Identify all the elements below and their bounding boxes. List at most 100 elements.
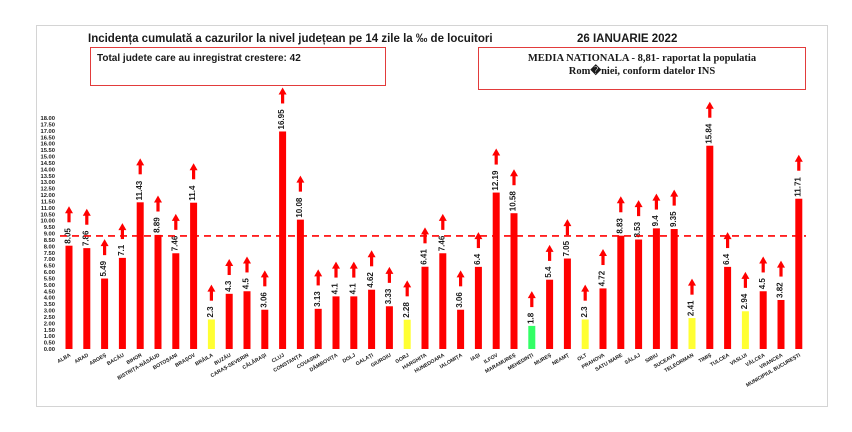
trend-arrow-up-icon xyxy=(759,256,768,273)
data-label: 6.4 xyxy=(722,253,731,265)
bar xyxy=(65,245,73,349)
data-label: 16.95 xyxy=(277,109,286,130)
bar xyxy=(795,198,803,349)
category-label: BACĂU xyxy=(106,352,126,368)
data-label: 7.05 xyxy=(562,240,571,256)
bar xyxy=(154,234,162,349)
y-tick-label: 16.50 xyxy=(40,135,55,141)
y-tick-label: 17.50 xyxy=(40,122,55,128)
data-label: 7.86 xyxy=(81,230,90,246)
data-label: 9.4 xyxy=(651,215,660,227)
category-label: MUREȘ xyxy=(533,352,553,367)
bar xyxy=(635,239,643,349)
trend-arrow-up-icon xyxy=(599,249,607,266)
increase-count-box: Total judete care au inregistrat crester… xyxy=(90,47,386,86)
bar xyxy=(581,319,589,349)
y-tick-label: 8.50 xyxy=(44,238,55,244)
y-tick-label: 18.00 xyxy=(40,116,55,122)
bar xyxy=(439,253,447,349)
y-tick-label: 1.00 xyxy=(44,334,55,340)
bar xyxy=(279,131,287,349)
y-tick-label: 9.50 xyxy=(44,225,55,231)
y-tick-label: 16.00 xyxy=(40,142,55,148)
trend-arrow-up-icon xyxy=(243,256,251,273)
trend-arrow-up-icon xyxy=(171,213,180,230)
category-label: TULCEA xyxy=(709,352,730,368)
y-tick-label: 14.00 xyxy=(40,167,55,173)
bar xyxy=(706,145,714,349)
data-label: 3.33 xyxy=(384,288,393,304)
bar xyxy=(190,202,198,349)
y-tick-label: 7.50 xyxy=(44,251,55,257)
category-label: IAȘI xyxy=(470,352,482,363)
data-label: 2.3 xyxy=(580,306,589,318)
trend-arrow-up-icon xyxy=(545,244,554,261)
bar xyxy=(617,235,625,349)
data-label: 11.4 xyxy=(188,185,197,201)
trend-arrow-up-icon xyxy=(456,270,465,287)
y-tick-label: 11.50 xyxy=(41,199,55,205)
data-label: 4.62 xyxy=(366,272,375,288)
trend-arrow-up-icon xyxy=(260,270,269,287)
bar xyxy=(314,308,322,349)
data-label: 3.13 xyxy=(313,291,322,307)
y-tick-label: 10.00 xyxy=(40,219,55,225)
trend-arrow-up-icon xyxy=(777,260,785,277)
category-label: ARAD xyxy=(74,352,90,365)
y-tick-label: 9.00 xyxy=(44,232,55,238)
data-label: 8.05 xyxy=(64,228,73,244)
y-tick-label: 6.00 xyxy=(44,270,55,276)
bar xyxy=(385,306,393,349)
bar xyxy=(741,311,749,349)
national-average-line2: Rom�niei, conform datelor INS xyxy=(568,66,716,77)
bar xyxy=(777,299,785,349)
data-label: 10.58 xyxy=(509,191,518,212)
data-label: 1.8 xyxy=(526,312,535,324)
data-label: 2.41 xyxy=(687,300,696,316)
bar xyxy=(296,219,304,349)
trend-arrow-up-icon xyxy=(403,280,412,297)
trend-arrow-up-icon xyxy=(385,266,394,283)
y-tick-label: 10.50 xyxy=(40,212,55,218)
trend-arrow-up-icon xyxy=(314,269,323,286)
category-label: OLT xyxy=(577,352,589,363)
trend-arrow-up-icon xyxy=(189,163,198,180)
y-tick-label: 17.00 xyxy=(40,129,55,135)
data-label: 6.4 xyxy=(473,253,482,265)
y-tick-label: 2.50 xyxy=(44,315,55,321)
trend-arrow-up-icon xyxy=(225,259,234,276)
y-tick-label: 3.50 xyxy=(44,302,55,308)
data-label: 4.72 xyxy=(598,270,607,286)
trend-arrow-up-icon xyxy=(723,232,732,249)
data-label: 10.08 xyxy=(295,197,304,218)
trend-arrow-up-icon xyxy=(492,148,501,165)
bar xyxy=(652,228,660,349)
y-tick-label: 2.00 xyxy=(44,321,55,327)
trend-arrow-up-icon xyxy=(118,223,127,240)
bar xyxy=(118,257,126,349)
data-label: 15.84 xyxy=(704,123,713,144)
bar xyxy=(261,309,269,349)
increase-count-text: Total judete care au inregistrat crester… xyxy=(97,53,301,64)
data-label: 3.06 xyxy=(259,292,268,308)
bar xyxy=(350,296,358,349)
data-label: 8.89 xyxy=(153,217,162,233)
category-label: NEAMȚ xyxy=(551,352,571,367)
category-label: BRAȘOV xyxy=(174,352,197,369)
bar xyxy=(421,266,429,349)
data-label: 5.4 xyxy=(544,266,553,278)
trend-arrow-up-icon xyxy=(581,284,590,301)
category-label: ALBA xyxy=(57,352,73,365)
y-tick-label: 5.50 xyxy=(44,276,55,282)
category-label: SĂLAJ xyxy=(623,352,641,367)
data-label: 4.3 xyxy=(224,280,233,292)
data-label: 5.49 xyxy=(99,260,108,276)
y-tick-label: 13.50 xyxy=(40,174,55,180)
trend-arrow-up-icon xyxy=(332,261,340,278)
y-tick-label: 6.50 xyxy=(44,264,55,270)
bar xyxy=(207,319,215,349)
y-tick-label: 5.00 xyxy=(44,283,55,289)
data-label: 9.35 xyxy=(669,211,678,227)
y-tick-label: 15.50 xyxy=(40,148,55,154)
